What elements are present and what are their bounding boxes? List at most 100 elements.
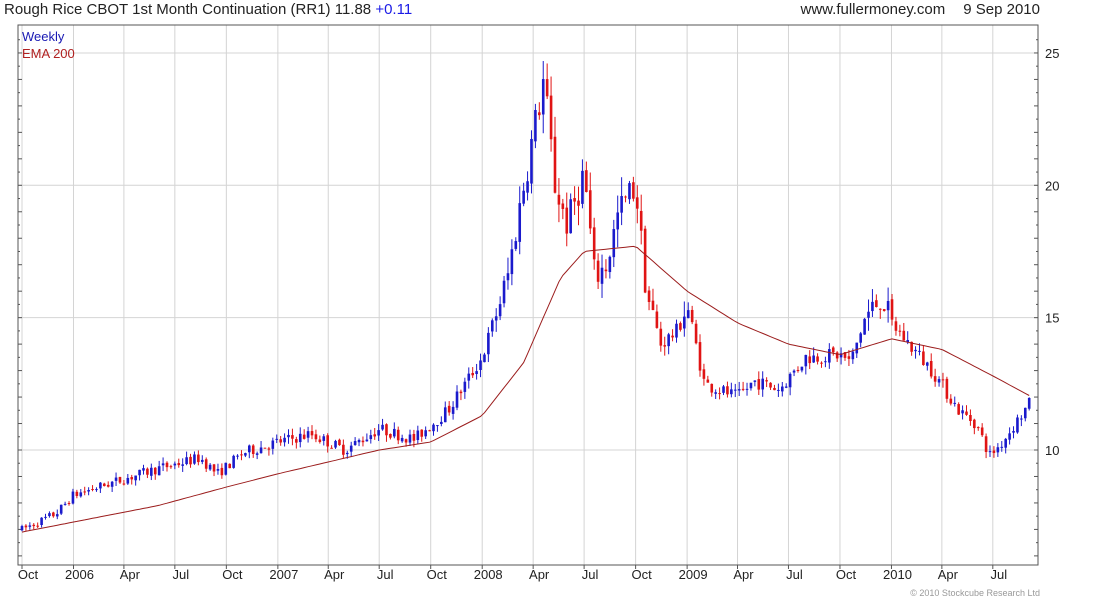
candle-body — [796, 369, 800, 371]
candle-body — [624, 196, 627, 198]
legend-ema: EMA 200 — [22, 46, 75, 61]
candle-body — [408, 434, 412, 443]
candle-body — [730, 389, 733, 395]
candle-body — [428, 430, 431, 432]
copyright-notice: © 2010 Stockcube Research Ltd — [910, 588, 1040, 598]
x-tick-label: Oct — [836, 567, 857, 582]
candle-body — [698, 342, 702, 371]
candle-body — [690, 309, 694, 323]
candle-body — [612, 229, 616, 258]
candle-body — [251, 445, 255, 455]
candle-body — [545, 79, 549, 97]
candle-body — [769, 382, 772, 388]
candle-body — [937, 379, 941, 383]
candle-body — [820, 362, 823, 364]
x-tick-label: 2008 — [474, 567, 503, 582]
candle-body — [338, 439, 341, 446]
candle-body — [467, 373, 471, 381]
candle-body — [498, 304, 502, 317]
candle-body — [875, 300, 878, 308]
candle-body — [71, 491, 75, 504]
candle-body — [75, 491, 79, 496]
candle-body — [393, 428, 396, 437]
candle-body — [216, 469, 220, 471]
candle-body — [330, 447, 333, 449]
candle-body — [632, 182, 635, 199]
candle-body — [816, 356, 819, 362]
candle-body — [295, 439, 298, 443]
x-tick-label: Apr — [324, 567, 345, 582]
candle-body — [1020, 418, 1023, 420]
candle-body — [287, 434, 290, 438]
candle-body — [882, 309, 886, 311]
candle-body — [639, 210, 643, 231]
candle-body — [440, 421, 443, 424]
candle-body — [298, 433, 302, 443]
y-tick-label: 25 — [1045, 46, 1059, 61]
candle-body — [240, 454, 243, 456]
candle-body — [898, 330, 902, 332]
candle-body — [177, 463, 181, 466]
candle-body — [604, 269, 608, 272]
candle-body — [788, 373, 792, 388]
candle-body — [1016, 417, 1019, 433]
candle-body — [334, 440, 337, 448]
candle-body — [24, 525, 28, 528]
candle-body — [910, 341, 913, 352]
candle-body — [302, 434, 306, 439]
candle-body — [353, 441, 357, 446]
candle-body — [953, 402, 957, 404]
candle-body — [773, 387, 776, 391]
candle-body — [291, 435, 294, 439]
candle-body — [530, 138, 533, 184]
candle-body — [87, 489, 90, 492]
candle-body — [318, 439, 322, 443]
candle-body — [40, 517, 43, 526]
candle-body — [683, 316, 686, 329]
candle-body — [620, 196, 623, 213]
candle-body — [63, 503, 67, 505]
chart-header: Rough Rice CBOT 1st Month Continuation (… — [0, 0, 1100, 24]
candle-body — [326, 435, 329, 447]
candle-body — [1012, 430, 1015, 433]
candle-body — [851, 351, 855, 360]
candle-body — [52, 512, 55, 517]
candle-body — [675, 323, 678, 338]
y-tick-label: 10 — [1045, 443, 1059, 458]
candle-body — [506, 273, 510, 281]
candle-body — [777, 389, 780, 391]
candle-body — [843, 352, 847, 358]
candle-body — [271, 440, 275, 449]
candle-body — [110, 481, 114, 487]
candle-body — [220, 467, 224, 476]
chart-title: Rough Rice CBOT 1st Month Continuation (… — [4, 1, 412, 18]
candle-body — [588, 190, 592, 229]
candle-body — [475, 371, 478, 375]
x-tick-label: Oct — [631, 567, 652, 582]
candle-body — [969, 414, 972, 422]
candle-body — [557, 194, 561, 205]
candle-body — [106, 484, 110, 487]
x-tick-label: Jul — [173, 567, 190, 582]
candle-body — [1004, 438, 1007, 448]
x-tick-label: Jul — [582, 567, 599, 582]
candle-body — [212, 464, 216, 472]
candle-body — [596, 260, 600, 282]
candle-body — [59, 504, 63, 514]
candle-body — [726, 386, 729, 395]
candle-body — [961, 410, 964, 414]
candle-body — [863, 318, 866, 335]
candle-body — [616, 212, 619, 230]
candle-body — [83, 491, 87, 493]
candle-body — [577, 200, 580, 206]
candle-body — [859, 333, 862, 343]
candle-body — [91, 489, 94, 491]
candle-body — [369, 435, 373, 440]
candle-body — [741, 388, 745, 390]
candle-body — [169, 466, 173, 468]
x-tick-label: 2007 — [269, 567, 298, 582]
candle-body — [906, 340, 910, 343]
candle-body — [514, 241, 518, 249]
candle-body — [436, 425, 439, 427]
